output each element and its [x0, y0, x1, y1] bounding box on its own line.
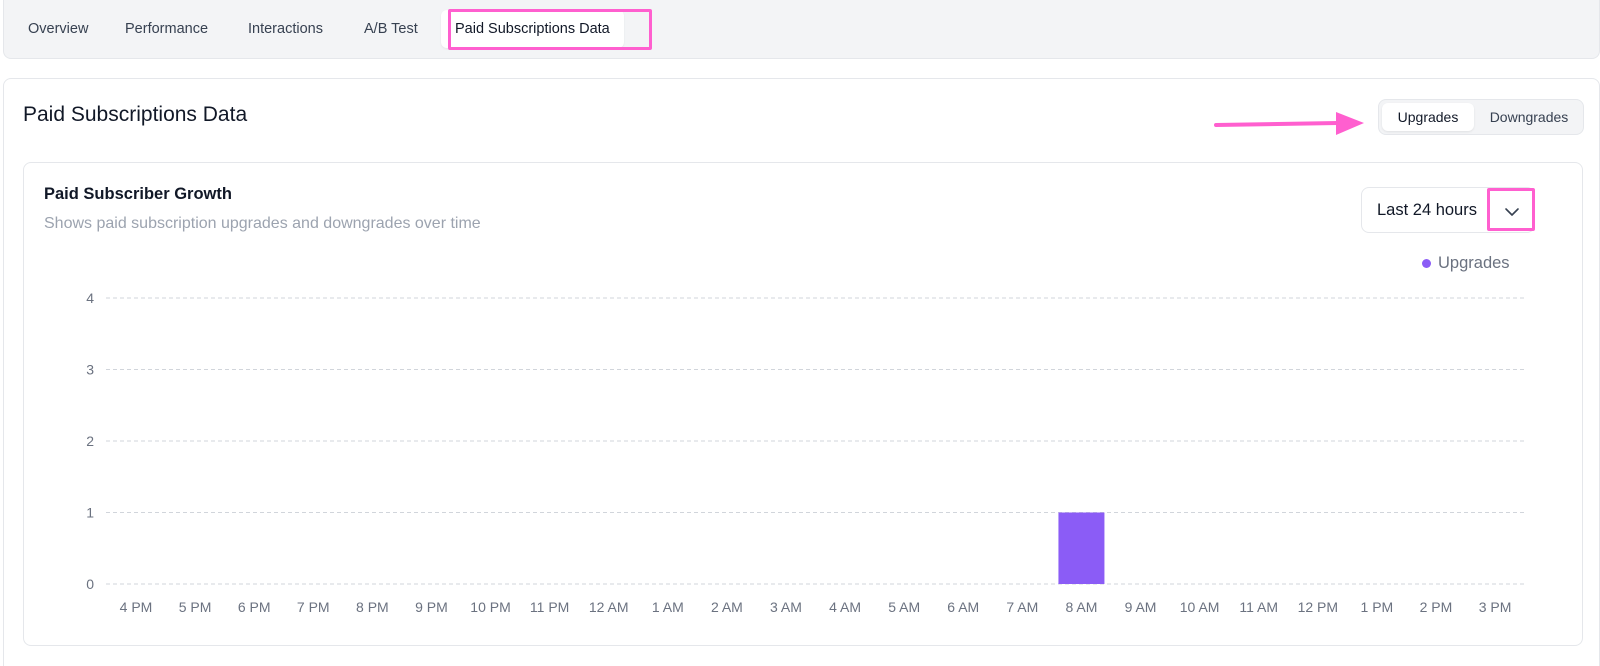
- legend-dot-upgrades: [1422, 259, 1431, 268]
- y-tick-label: 1: [86, 505, 94, 521]
- x-tick-label: 1 AM: [652, 599, 684, 615]
- x-tick-label: 11 PM: [530, 599, 569, 615]
- x-tick-label: 8 AM: [1065, 599, 1097, 615]
- page-title: Paid Subscriptions Data: [23, 103, 248, 126]
- downgrades-toggle-button[interactable]: Downgrades: [1489, 109, 1569, 125]
- tab-bar: Overview Performance Interactions A/B Te…: [3, 0, 1600, 59]
- chart-subtitle: Shows paid subscription upgrades and dow…: [44, 215, 481, 232]
- tab-paid-subscriptions-data[interactable]: Paid Subscriptions Data: [441, 10, 624, 48]
- y-tick-label: 4: [86, 290, 94, 306]
- paid-subscriber-growth-card: Paid Subscriber Growth Shows paid subscr…: [23, 162, 1583, 646]
- x-tick-label: 12 PM: [1298, 599, 1338, 615]
- x-tick-label: 5 PM: [179, 599, 212, 615]
- x-tick-label: 8 PM: [356, 599, 389, 615]
- paid-subscriber-growth-chart: 0 1 2 3 4 4 PM 5 PM 6 PM 7 PM 8 PM 9 PM 10 PM 11 PM 1…: [86, 290, 1526, 615]
- upgrades-downgrades-toggle: Upgrades Downgrades: [1378, 99, 1584, 135]
- x-tick-label: 1 PM: [1361, 599, 1394, 615]
- y-tick-label: 3: [86, 362, 94, 378]
- x-tick-label: 7 PM: [297, 599, 330, 615]
- x-tick-label: 12 AM: [589, 599, 629, 615]
- time-range-value: Last 24 hours: [1377, 201, 1477, 219]
- x-tick-label: 2 AM: [711, 599, 743, 615]
- legend-label-upgrades: Upgrades: [1438, 254, 1510, 272]
- x-tick-label: 4 PM: [120, 599, 153, 615]
- tab-ab-test[interactable]: A/B Test: [364, 21, 418, 37]
- tab-interactions[interactable]: Interactions: [248, 21, 323, 37]
- x-tick-label: 10 PM: [470, 599, 510, 615]
- tab-overview[interactable]: Overview: [28, 21, 89, 37]
- x-tick-label: 4 AM: [829, 599, 861, 615]
- tab-performance[interactable]: Performance: [125, 21, 209, 37]
- x-tick-label: 9 AM: [1125, 599, 1157, 615]
- x-tick-label: 3 AM: [770, 599, 802, 615]
- x-tick-label: 7 AM: [1006, 599, 1038, 615]
- x-tick-label: 2 PM: [1420, 599, 1453, 615]
- x-tick-label: 5 AM: [888, 599, 920, 615]
- x-tick-label: 3 PM: [1479, 599, 1512, 615]
- bar-8-am[interactable]: [1058, 512, 1105, 585]
- x-tick-label: 9 PM: [415, 599, 448, 615]
- chart-title: Paid Subscriber Growth: [44, 185, 232, 203]
- x-tick-label: 6 AM: [947, 599, 979, 615]
- chevron-down-icon[interactable]: [1492, 196, 1532, 228]
- upgrades-toggle-button[interactable]: Upgrades: [1382, 103, 1474, 131]
- x-tick-label: 6 PM: [238, 599, 271, 615]
- annotation-arrow-icon: [1214, 112, 1364, 135]
- x-tick-label: 11 AM: [1239, 599, 1278, 615]
- x-tick-label: 10 AM: [1180, 599, 1220, 615]
- y-tick-label: 0: [86, 576, 94, 592]
- y-tick-label: 2: [86, 433, 94, 449]
